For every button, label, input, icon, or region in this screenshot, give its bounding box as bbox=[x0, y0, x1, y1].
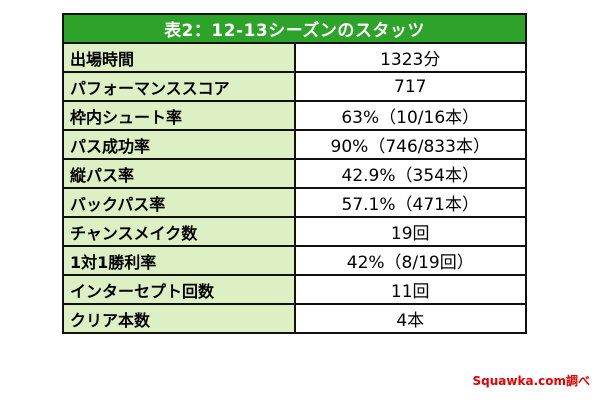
stat-value: 717 bbox=[293, 71, 527, 102]
stat-value: 90%（746/833本） bbox=[293, 129, 527, 160]
stat-value: 19回 bbox=[293, 216, 527, 247]
table-row: インターセプト回数 11回 bbox=[62, 274, 527, 305]
stat-label: バックパス率 bbox=[62, 187, 296, 218]
table-row: クリア本数 4本 bbox=[62, 303, 527, 334]
stat-value: 42.9%（354本） bbox=[293, 158, 527, 189]
title-row: 表2：12-13シーズンのスタッツ bbox=[62, 13, 527, 44]
stats-body: 出場時間 1323分 パフォーマンススコア 717 枠内シュート率 63%（10… bbox=[62, 42, 527, 334]
stat-label: パス成功率 bbox=[62, 129, 296, 160]
stat-label: 縦パス率 bbox=[62, 158, 296, 189]
stat-label: 1対1勝利率 bbox=[62, 245, 296, 276]
stat-value: 1323分 bbox=[293, 42, 527, 73]
stat-value: 57.1%（471本） bbox=[293, 187, 527, 218]
stat-label: チャンスメイク数 bbox=[62, 216, 296, 247]
stat-value: 42%（8/19回） bbox=[293, 245, 527, 276]
table-row: パス成功率 90%（746/833本） bbox=[62, 129, 527, 160]
source-credit: Squawka.com調べ bbox=[472, 374, 590, 388]
table-row: 縦パス率 42.9%（354本） bbox=[62, 158, 527, 189]
table-title: 表2：12-13シーズンのスタッツ bbox=[62, 13, 527, 44]
stats-table: 表2：12-13シーズンのスタッツ 出場時間 1323分 パフォーマンススコア … bbox=[62, 13, 527, 334]
stat-value: 63%（10/16本） bbox=[293, 100, 527, 131]
stat-value: 11回 bbox=[293, 274, 527, 305]
stat-label: クリア本数 bbox=[62, 303, 296, 334]
table-row: バックパス率 57.1%（471本） bbox=[62, 187, 527, 218]
table-row: パフォーマンススコア 717 bbox=[62, 71, 527, 102]
table-row: 出場時間 1323分 bbox=[62, 42, 527, 73]
stat-label: 出場時間 bbox=[62, 42, 296, 73]
stat-label: インターセプト回数 bbox=[62, 274, 296, 305]
stat-label: パフォーマンススコア bbox=[62, 71, 296, 102]
table-row: チャンスメイク数 19回 bbox=[62, 216, 527, 247]
table-row: 1対1勝利率 42%（8/19回） bbox=[62, 245, 527, 276]
stat-label: 枠内シュート率 bbox=[62, 100, 296, 131]
stat-value: 4本 bbox=[293, 303, 527, 334]
table-row: 枠内シュート率 63%（10/16本） bbox=[62, 100, 527, 131]
